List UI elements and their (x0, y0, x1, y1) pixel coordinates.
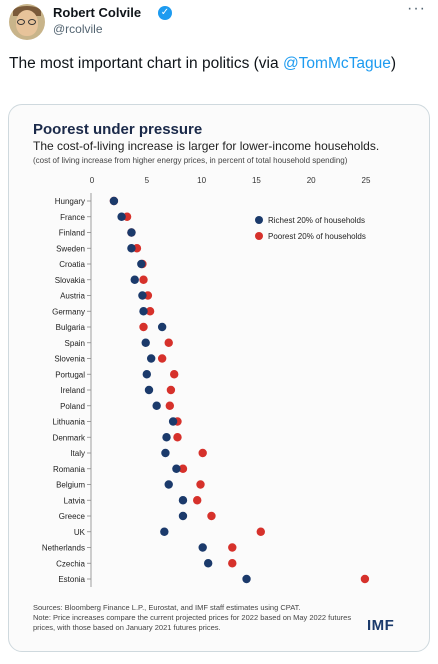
richest-dot (127, 228, 136, 237)
richest-dot (178, 496, 188, 505)
richest-dot (130, 275, 139, 284)
category-label: Belgium (56, 481, 85, 490)
avatar-face (16, 10, 38, 36)
richest-dot (168, 417, 178, 426)
poorest-dot (139, 275, 148, 284)
x-tick-label: 25 (362, 176, 371, 185)
author-handle[interactable]: @rcolvile (53, 22, 103, 36)
richest-dot (164, 480, 173, 489)
richest-dot (139, 307, 148, 316)
poorest-dot (207, 511, 216, 521)
note-line: Note: Price increases compare the curren… (33, 613, 352, 632)
category-label: Austria (60, 292, 85, 301)
poorest-dot (228, 559, 237, 568)
tweet-text-after: ) (390, 55, 397, 72)
poorest-dot (173, 433, 182, 442)
category-label: Slovakia (55, 276, 86, 285)
richest-dot (141, 338, 150, 347)
category-label: Estonia (58, 575, 85, 584)
poorest-dot (228, 543, 237, 552)
poorest-dot (178, 464, 188, 473)
category-label: France (60, 213, 85, 222)
category-label: Ireland (61, 386, 85, 395)
category-label: Latvia (64, 496, 86, 505)
mention-link[interactable]: @TomMcTague (282, 55, 391, 72)
richest-dot (157, 322, 167, 332)
richest-dot (242, 574, 251, 584)
x-tick-label: 20 (307, 176, 316, 185)
category-label: Denmark (53, 433, 86, 442)
sources-line: Sources: Bloomberg Finance L.P., Eurosta… (33, 603, 301, 612)
richest-dot (198, 543, 207, 552)
richest-dot (144, 385, 154, 395)
category-label: Croatia (59, 260, 85, 269)
richest-dot (117, 212, 126, 221)
richest-dot (172, 464, 181, 473)
x-tick-label: 15 (252, 176, 261, 185)
poorest-dot (164, 338, 173, 347)
category-label: Czechia (56, 559, 85, 568)
author-name[interactable]: Robert Colvile (53, 5, 142, 20)
more-options-icon[interactable]: ··· (407, 0, 426, 17)
richest-dot (142, 370, 151, 379)
chart-title: Poorest under pressure (33, 121, 203, 138)
avatar[interactable] (9, 4, 45, 40)
category-label: Lithuania (53, 418, 86, 427)
category-label: Sweden (56, 244, 85, 253)
richest-dot (178, 511, 188, 521)
verified-badge-icon: ✓ (158, 6, 172, 20)
poorest-dot (165, 401, 175, 410)
tweet-header: Robert Colvile ✓ @rcolvile ··· (0, 0, 438, 40)
poorest-dot (256, 527, 265, 536)
richest-dot (137, 259, 146, 269)
richest-dot (203, 559, 213, 568)
x-tick-label: 5 (145, 176, 150, 185)
x-tick-label: 10 (197, 176, 206, 185)
poorest-dot (196, 480, 205, 489)
category-label: Poland (60, 402, 85, 411)
category-label: Netherlands (42, 544, 85, 553)
imf-logo: IMF (367, 617, 395, 634)
avatar-glasses (17, 19, 37, 25)
poorest-dot (360, 574, 370, 584)
x-tick-label: 0 (90, 176, 95, 185)
category-label: Italy (70, 449, 85, 458)
category-label: Portugal (55, 370, 85, 379)
chart-note: (cost of living increase from higher ene… (33, 156, 348, 165)
category-label: Bulgaria (56, 323, 86, 332)
legend-label: Richest 20% of households (268, 216, 365, 225)
legend-label: Poorest 20% of households (268, 232, 366, 241)
tweet-text: The most important chart in politics (vi… (9, 53, 419, 74)
legend-marker (255, 232, 263, 240)
poorest-dot (166, 385, 176, 395)
category-label: Hungary (55, 197, 85, 206)
category-label: UK (74, 528, 86, 537)
tweet-media-chart[interactable]: Poorest under pressure The cost-of-livin… (8, 104, 430, 652)
chart-subtitle: The cost-of-living increase is larger fo… (33, 139, 380, 153)
tweet-text-before: The most important chart in politics (vi… (9, 55, 283, 72)
richest-dot (160, 527, 169, 536)
category-label: Romania (53, 465, 86, 474)
richest-dot (161, 448, 170, 458)
legend-marker (255, 216, 263, 224)
richest-dot (162, 433, 171, 442)
category-label: Finland (59, 229, 85, 238)
category-label: Spain (65, 339, 85, 348)
poorest-dot (198, 448, 207, 458)
chart-sources: Sources: Bloomberg Finance L.P., Eurosta… (33, 603, 363, 633)
category-label: Germany (52, 307, 85, 316)
poorest-dot (145, 307, 155, 316)
poorest-dot (157, 354, 167, 363)
category-label: Slovenia (54, 355, 85, 364)
category-label: Greece (59, 512, 86, 521)
richest-dot (109, 196, 119, 206)
richest-dot (146, 354, 156, 363)
poorest-dot (170, 370, 179, 379)
poorest-dot (139, 322, 148, 332)
poorest-dot (193, 496, 202, 505)
dot-plot: 0 5 10 15 20 25 Hungary France Finland Sweden Croa… (42, 176, 371, 587)
richest-dot (127, 244, 136, 253)
richest-dot (138, 291, 147, 300)
richest-dot (152, 401, 161, 410)
